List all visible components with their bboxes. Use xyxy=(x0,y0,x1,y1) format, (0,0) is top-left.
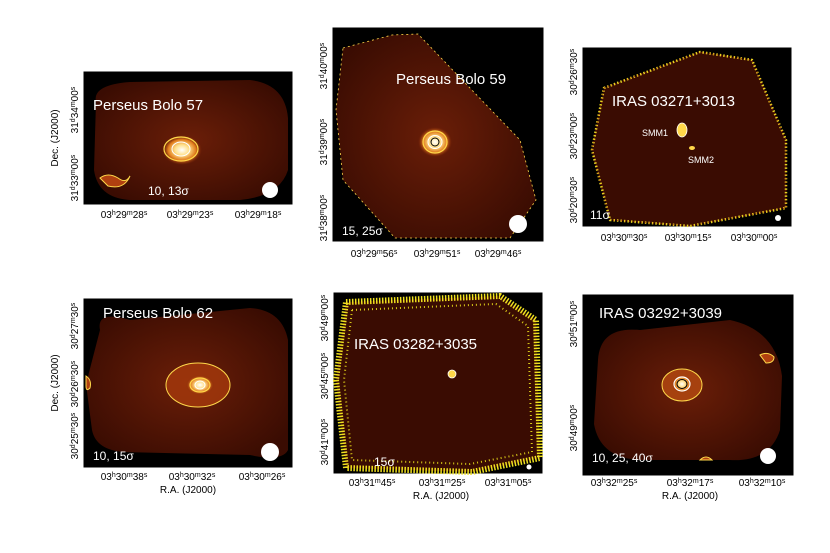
y-tick: 30d26m30s xyxy=(70,360,82,407)
contour-levels: 15σ xyxy=(374,455,395,469)
beam-circle xyxy=(261,443,279,461)
x-axis-title: R.A. (J2000) xyxy=(662,491,718,502)
y-tick: 31d40m00s xyxy=(319,42,331,89)
beam-circle xyxy=(509,215,527,233)
x-axis-title: R.A. (J2000) xyxy=(413,491,469,502)
x-tick: 03h31m45s xyxy=(349,478,396,490)
source-label-smm2: SMM2 xyxy=(688,155,714,165)
panel-iras-03292: IRAS 03292+3039 10, 25, 40σ 03h32m25s 03… xyxy=(569,294,794,502)
x-tick: 03h32m25s xyxy=(591,478,638,490)
x-tick: 03h29m28s xyxy=(101,210,148,222)
y-tick: 31d34m00s xyxy=(70,86,82,133)
x-tick: 03h30m15s xyxy=(665,233,712,245)
x-tick: 03h32m10s xyxy=(739,478,786,490)
y-axis-title: Dec. (J2000) xyxy=(50,354,61,411)
contour-levels: 10, 15σ xyxy=(93,449,134,463)
y-tick: 31d33m00s xyxy=(70,154,82,201)
panel-title: Perseus Bolo 62 xyxy=(103,305,213,322)
x-tick: 03h29m46s xyxy=(475,249,522,261)
contour-levels: 15, 25σ xyxy=(342,224,383,238)
x-tick: 03h29m56s xyxy=(351,249,398,261)
x-tick: 03h30m30s xyxy=(601,233,648,245)
panel-perseus-bolo-59: Perseus Bolo 59 15, 25σ 03h29m56s 03h29m… xyxy=(319,27,544,261)
x-tick: 03h30m26s xyxy=(239,472,286,484)
x-tick: 03h29m23s xyxy=(167,210,214,222)
beam-circle xyxy=(760,448,776,464)
y-tick: 30d45m00s xyxy=(320,352,332,399)
y-tick: 30d49m00s xyxy=(569,404,581,451)
y-tick: 30d26m30s xyxy=(569,48,581,95)
y-axis-title: Dec. (J2000) xyxy=(50,109,61,166)
contour-levels: 10, 25, 40σ xyxy=(592,451,653,465)
panel-perseus-bolo-57: Perseus Bolo 57 10, 13σ 03h29m28s 03h29m… xyxy=(50,71,293,222)
x-axis-title: R.A. (J2000) xyxy=(160,485,216,496)
panel-iras-03271: IRAS 03271+3013 SMM1 SMM2 11σ 03h30m30s … xyxy=(569,47,792,245)
x-tick: 03h31m05s xyxy=(485,478,532,490)
panel-title: IRAS 03271+3013 xyxy=(612,93,735,110)
x-tick: 03h31m25s xyxy=(419,478,466,490)
beam-circle xyxy=(775,215,781,221)
x-tick: 03h29m18s xyxy=(235,210,282,222)
source-label-smm1: SMM1 xyxy=(642,128,668,138)
panel-title: Perseus Bolo 59 xyxy=(396,71,506,88)
beam-circle xyxy=(526,464,532,470)
x-tick: 03h29m51s xyxy=(414,249,461,261)
y-tick: 30d49m00s xyxy=(320,294,332,341)
contour-levels: 11σ xyxy=(590,208,610,222)
y-tick: 31d39m00s xyxy=(319,118,331,165)
y-tick: 30d23m00s xyxy=(569,112,581,159)
y-tick: 30d20m30s xyxy=(569,176,581,223)
x-tick: 03h30m32s xyxy=(169,472,216,484)
panel-perseus-bolo-62: Perseus Bolo 62 10, 15σ 03h30m38s 03h30m… xyxy=(50,298,293,496)
contour-levels: 10, 13σ xyxy=(148,184,189,198)
y-tick: 31d38m00s xyxy=(319,194,331,241)
y-tick: 30d41m00s xyxy=(320,418,332,465)
y-tick: 30d51m00s xyxy=(569,300,581,347)
x-tick: 03h30m38s xyxy=(101,472,148,484)
panel-title: IRAS 03282+3035 xyxy=(354,336,477,353)
panel-title: Perseus Bolo 57 xyxy=(93,97,203,114)
panel-iras-03282: IRAS 03282+3035 15σ 03h31m45s 03h31m25s … xyxy=(320,292,544,502)
y-tick: 30d25m30s xyxy=(70,412,82,459)
panel-title: IRAS 03292+3039 xyxy=(599,305,722,322)
beam-circle xyxy=(262,182,278,198)
x-tick: 03h30m00s xyxy=(731,233,778,245)
x-tick: 03h32m17s xyxy=(667,478,714,490)
map-region xyxy=(332,292,544,476)
y-tick: 30d27m30s xyxy=(70,302,82,349)
